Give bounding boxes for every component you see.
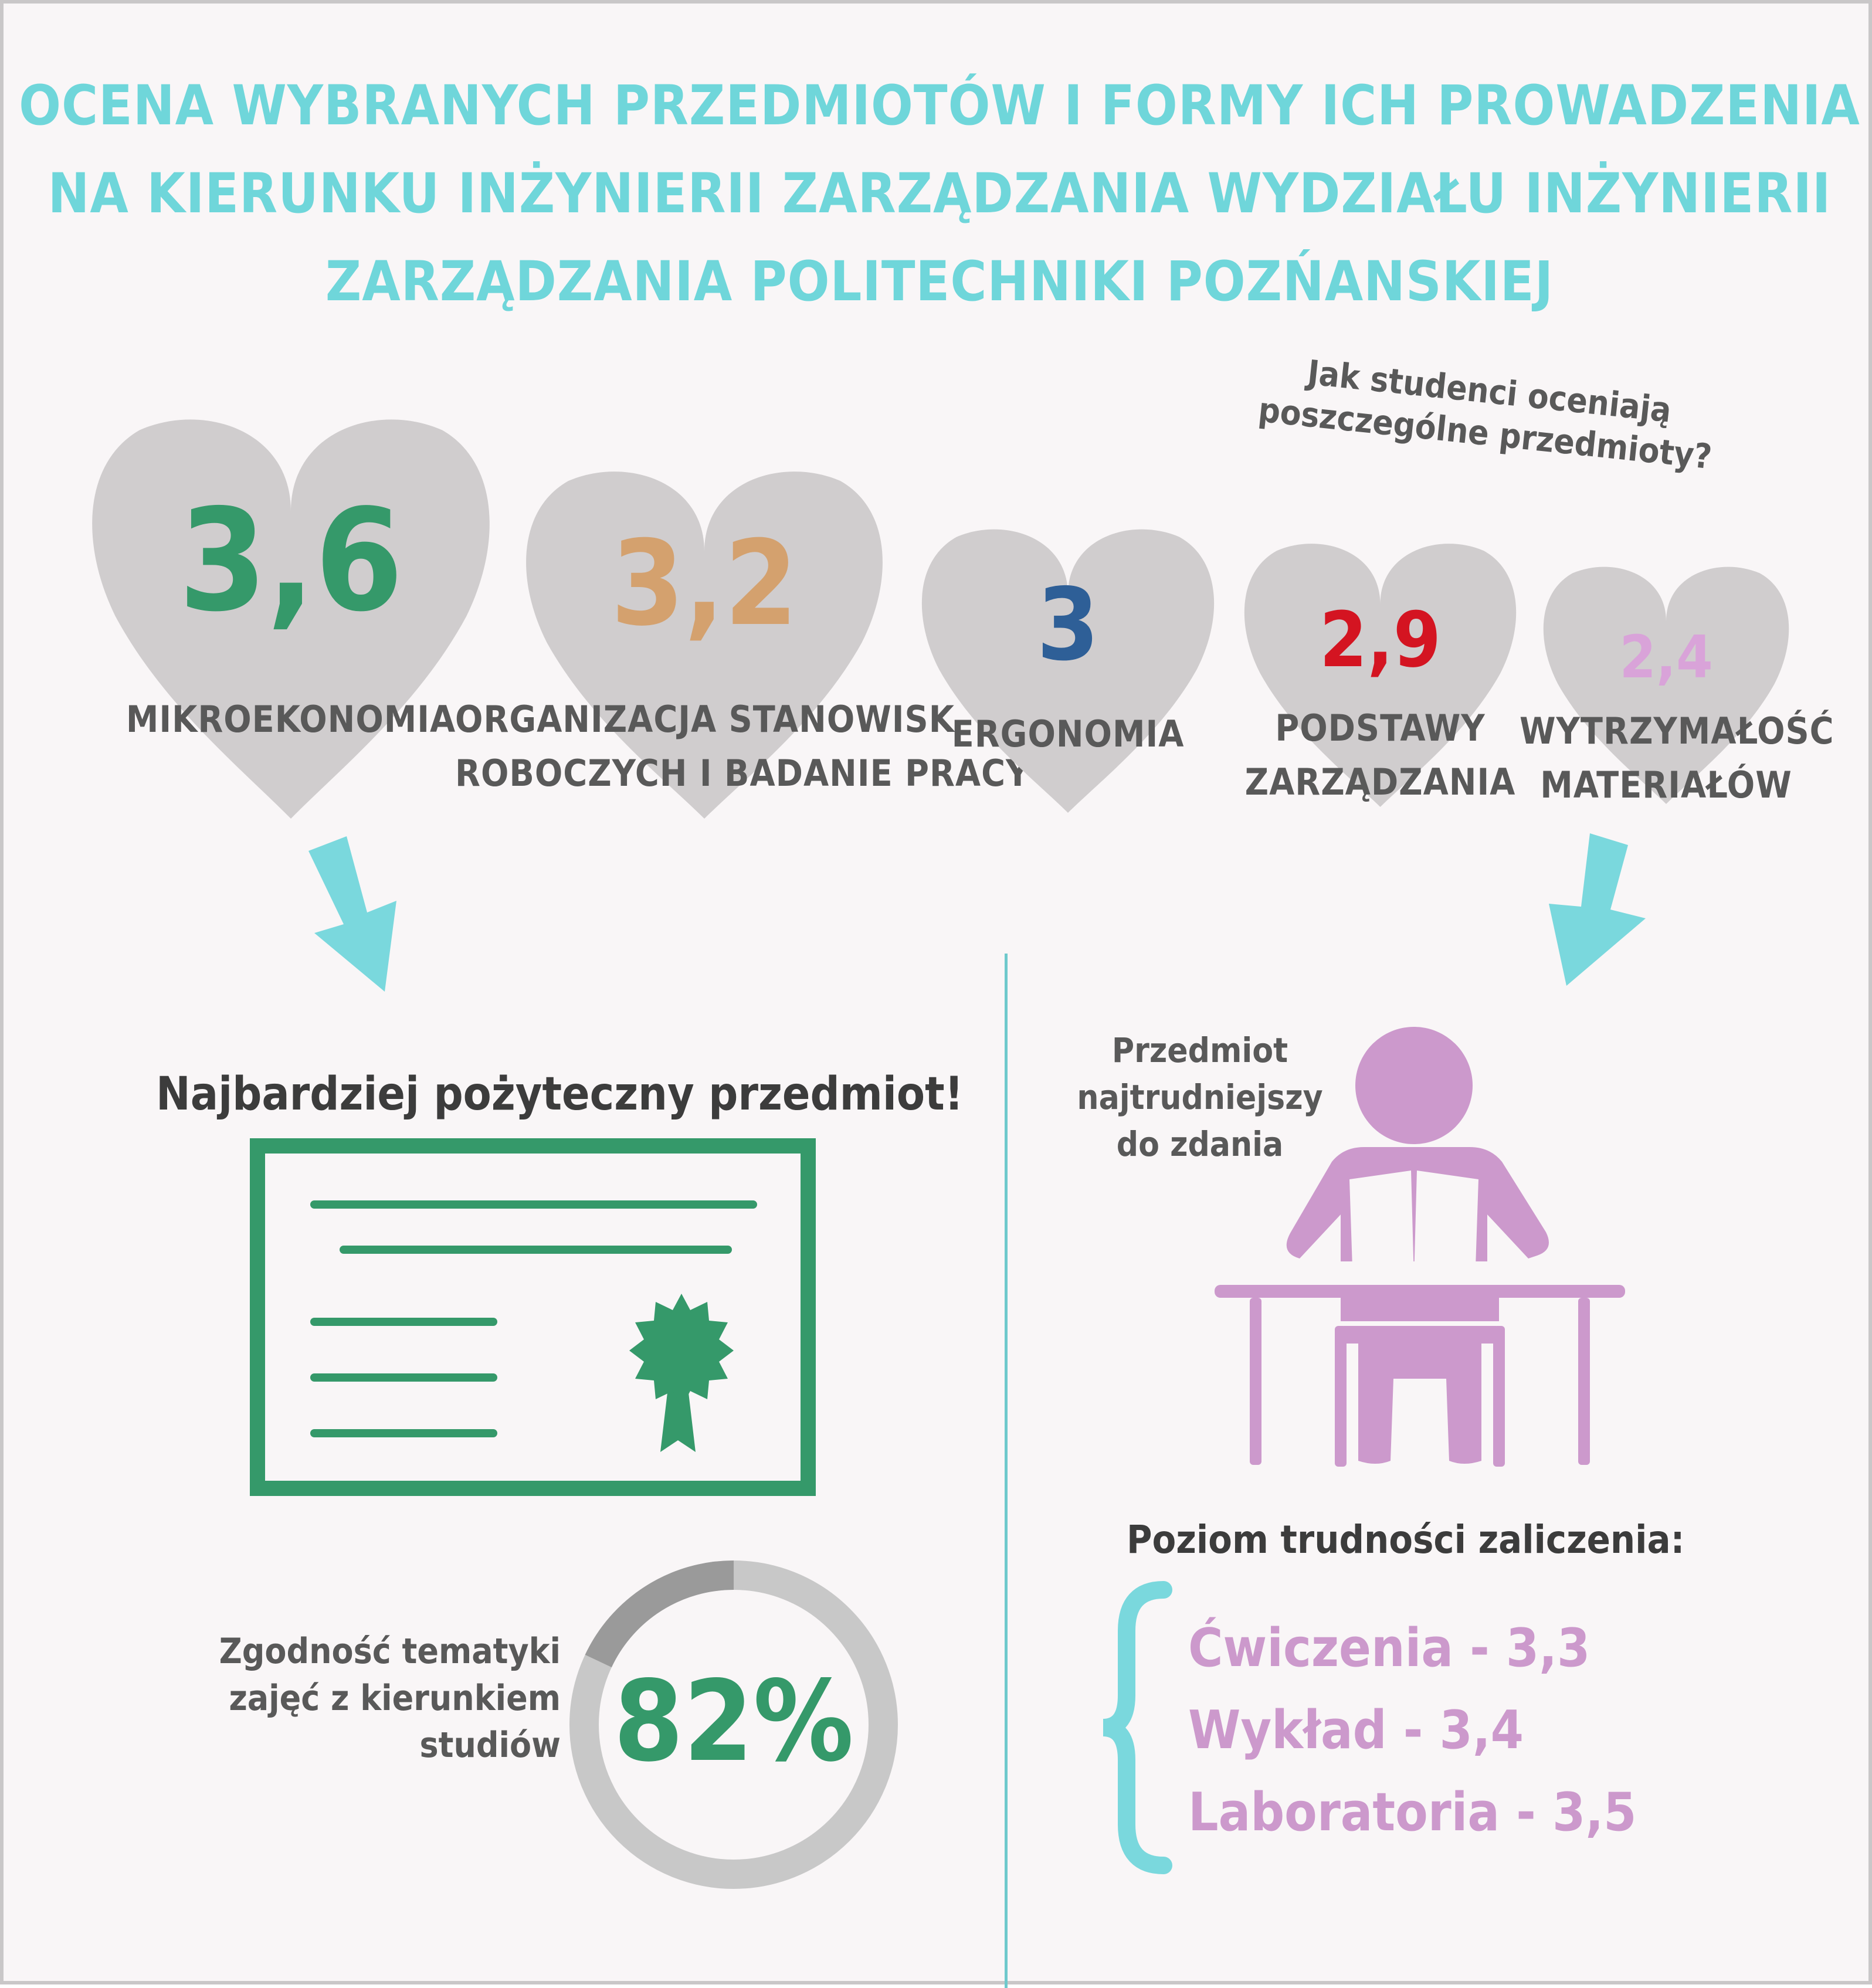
difficulty-list: Ćwiczenia - 3,3 Wykład - 3,4 Laboratoria… xyxy=(1188,1607,1636,1854)
difficulty-item-wyklad: Wykład - 3,4 xyxy=(1188,1699,1524,1761)
subject-name: ERGONOMIA xyxy=(951,713,1185,755)
arrow-down-right-icon xyxy=(1549,833,1646,986)
student-reading-icon xyxy=(1215,1027,1625,1467)
heart-subject-1: 3,6 xyxy=(91,414,490,819)
arrow-down-left-icon xyxy=(308,836,396,992)
subject-name: ORGANIZACJA STANOWISK ROBOCZYCH I BADANI… xyxy=(455,698,1030,795)
agreement-label: Zgodność tematyki zajęć z kierunkiem stu… xyxy=(219,1631,561,1766)
subject-name: MIKROEKONOMIA xyxy=(126,698,456,741)
donut-remainder-arc xyxy=(569,1560,898,1889)
subject-name: PODSTAWY ZARZĄDZANIA xyxy=(1244,707,1516,803)
subject-score: 2,4 xyxy=(1619,623,1713,691)
title-line-1: OCENA WYBRANYCH PRZEDMIOTÓW I FORMY ICH … xyxy=(19,74,1860,138)
divider xyxy=(1005,954,1008,1988)
subject-score: 2,9 xyxy=(1319,595,1442,684)
difficulty-heading: Poziom trudności zaliczenia: xyxy=(1127,1517,1685,1562)
heart-subject-4: 2,9 xyxy=(1244,540,1517,807)
heart-subject-2: 3,2 xyxy=(525,467,883,819)
heart-subject-3: 3 xyxy=(921,525,1215,813)
question-text: Jak studenci oceniają poszczególne przed… xyxy=(1220,342,1754,481)
hardest-label: Przedmiot najtrudniejszy do zdania xyxy=(1077,1030,1323,1164)
title-line-3: ZARZĄDZANIA POLITECHNIKI POZŃANSKIEJ xyxy=(325,250,1554,314)
useful-heading: Najbardziej pożyteczny przedmiot! xyxy=(156,1068,964,1121)
agreement-donut xyxy=(569,1560,898,1889)
agreement-value: 82% xyxy=(613,1657,854,1786)
subject-score: 3,2 xyxy=(611,515,798,652)
heart-icon xyxy=(1244,544,1517,807)
brace-icon xyxy=(1102,1581,1172,1874)
difficulty-item-cwiczenia: Ćwiczenia - 3,3 xyxy=(1188,1617,1590,1679)
subject-score: 3,6 xyxy=(178,479,403,643)
title-line-2: NA KIERUNKU INŻYNIERII ZARZĄDZANIA WYDZI… xyxy=(48,162,1832,226)
page-title: OCENA WYBRANYCH PRZEDMIOTÓW I FORMY ICH … xyxy=(4,62,1872,326)
heart-icon xyxy=(92,419,490,819)
subject-name: WYTRZYMAŁOŚĆ MATERIAŁÓW xyxy=(1520,710,1834,806)
subject-score: 3 xyxy=(1036,567,1100,683)
heart-icon xyxy=(921,529,1215,813)
certificate-icon xyxy=(250,1138,816,1496)
difficulty-item-laboratoria: Laboratoria - 3,5 xyxy=(1188,1782,1637,1843)
heart-icon xyxy=(526,471,883,819)
heart-subject-5: 2,4 xyxy=(1543,564,1789,804)
heart-icon xyxy=(1543,566,1789,804)
